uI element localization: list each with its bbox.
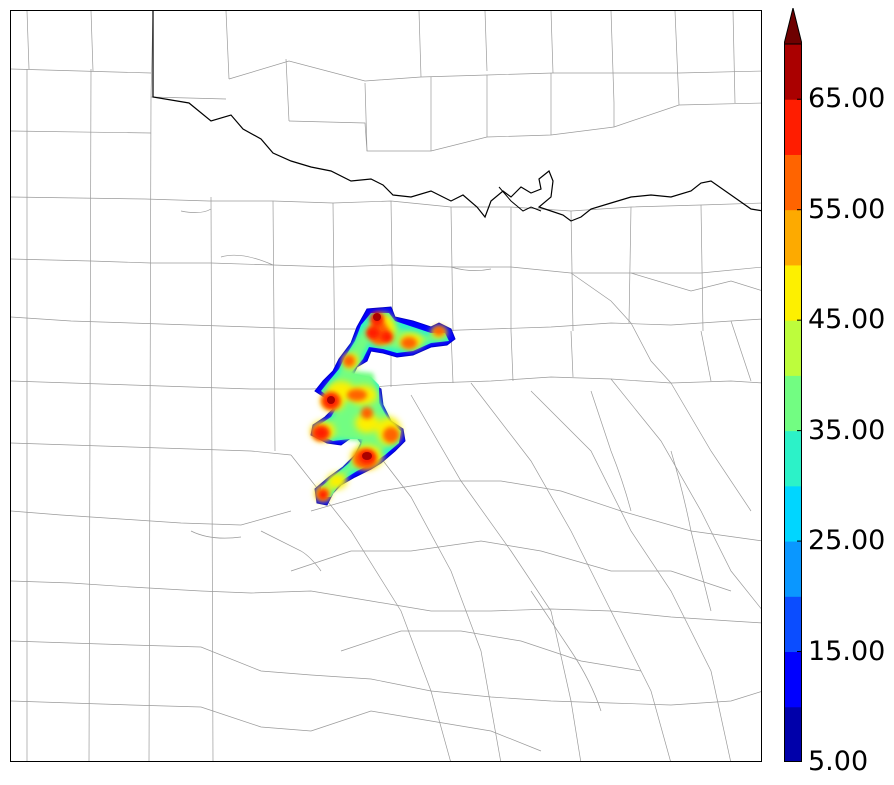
colorbar-swatch: [784, 209, 802, 266]
colorbar-swatch: [784, 596, 802, 653]
map-panel: [10, 10, 762, 762]
colorbar-swatch: [784, 99, 802, 155]
colorbar-swatch: [784, 485, 802, 542]
colorbar-extend-arrow: [784, 8, 802, 45]
colorbar-swatch: [784, 651, 802, 708]
colorbar-tick-label: 45.00: [808, 304, 886, 336]
colorbar: [784, 8, 802, 762]
colorbar-swatch: [784, 541, 802, 597]
colorbar-tick-label: 25.00: [808, 525, 886, 557]
colorbar-swatch: [784, 375, 802, 432]
colorbar-swatch: [784, 44, 802, 100]
colorbar-swatch: [784, 264, 802, 321]
colorbar-tick-label: 5.00: [808, 746, 869, 777]
colorbar-swatch: [784, 320, 802, 376]
colorbar-tick-label: 15.00: [808, 635, 886, 667]
county-boundaries: [11, 11, 761, 761]
colorbar-tick-label: 65.00: [808, 83, 886, 115]
map-canvas: [11, 11, 761, 761]
colorbar-swatch: [784, 154, 802, 211]
colorbar-tick-label: 35.00: [808, 414, 886, 446]
colorbar-border: [784, 43, 802, 762]
colorbar-swatch: [784, 706, 802, 762]
colorbar-swatch: [784, 430, 802, 487]
radar-echo: [310, 306, 456, 506]
state-border: [152, 11, 761, 222]
colorbar-tick-label: 55.00: [808, 193, 886, 225]
